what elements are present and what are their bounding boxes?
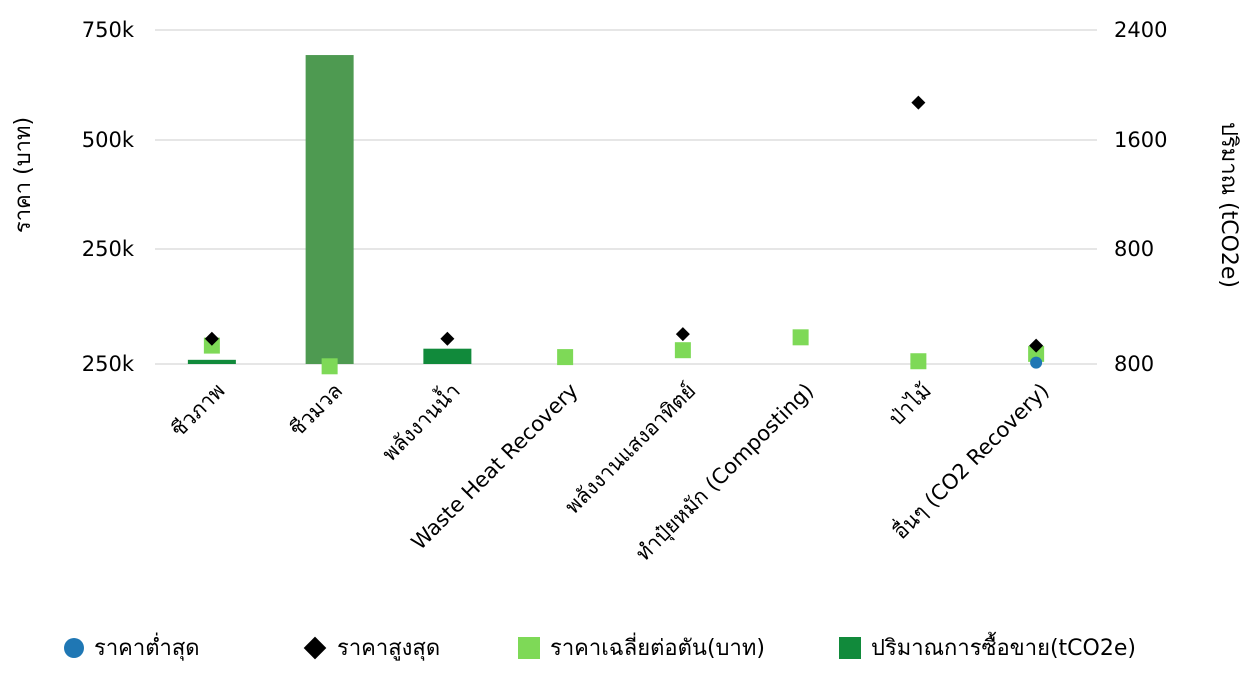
right-tick-label: 2400 [1114, 18, 1167, 42]
left-tick-label: 250k [82, 237, 135, 261]
left-tick-label: 750k [82, 18, 135, 42]
left-tick-label: 250k [82, 352, 135, 376]
legend-diamond-icon [303, 636, 327, 659]
legend-label: ราคาสูงสุด [337, 636, 441, 661]
legend-bar-icon [839, 636, 861, 659]
legend-item-max: ราคาสูงสุด [303, 630, 440, 665]
max-price-point [1029, 338, 1044, 353]
avg-price-point [910, 353, 927, 370]
max-price-point [675, 327, 690, 342]
legend-label: ราคาเฉลี่ยต่อตัน(บาท) [550, 636, 765, 661]
min-price-point [1030, 356, 1043, 369]
legend-item-avg: ราคาเฉลี่ยต่อตัน(บาท) [518, 630, 765, 665]
avg-price-point [674, 342, 691, 359]
category-label: ชีวมวล [285, 379, 348, 442]
avg-price-point [792, 329, 809, 346]
legend-label: ปริมาณการซื้อขาย(tCO2e) [871, 636, 1136, 661]
legend-item-min: ราคาต่ำสุด [64, 630, 200, 665]
chart-svg: 250k 250k 500k 750k 800 800 1600 2400 ราคา (บาท)… [11, 18, 1241, 566]
right-tick-label: 1600 [1114, 128, 1167, 152]
legend-item-volume: ปริมาณการซื้อขาย(tCO2e) [839, 630, 1136, 665]
category-label: ป่าไม้ [884, 379, 936, 431]
max-price-point [440, 331, 455, 346]
category-label: ชีวภาพ [166, 379, 229, 442]
max-price-point [911, 95, 926, 110]
legend: ราคาต่ำสุด ราคาสูงสุด ราคาเฉลี่ยต่อตัน(บ… [0, 620, 1251, 670]
legend-square-icon [518, 636, 540, 659]
avg-price-point [1028, 345, 1045, 362]
left-tick-label: 500k [82, 128, 135, 152]
bar [423, 348, 472, 364]
category-label: พลังงานน้ำ [375, 376, 464, 465]
legend-circle-icon [64, 637, 84, 658]
bar [187, 359, 236, 364]
left-axis-title: ราคา (บาท) [11, 117, 36, 233]
right-axis-title: ปริมาณ (tCO2e) [1216, 122, 1241, 288]
avg-price-point [321, 358, 338, 375]
bar [305, 55, 354, 365]
legend-label: ราคาต่ำสุด [94, 636, 200, 661]
avg-price-point [557, 349, 574, 366]
right-tick-label: 800 [1114, 352, 1154, 376]
category-label: พลังงานแสงอาทิตย์ [560, 379, 700, 519]
max-price-point [204, 331, 219, 346]
right-tick-label: 800 [1114, 237, 1154, 261]
